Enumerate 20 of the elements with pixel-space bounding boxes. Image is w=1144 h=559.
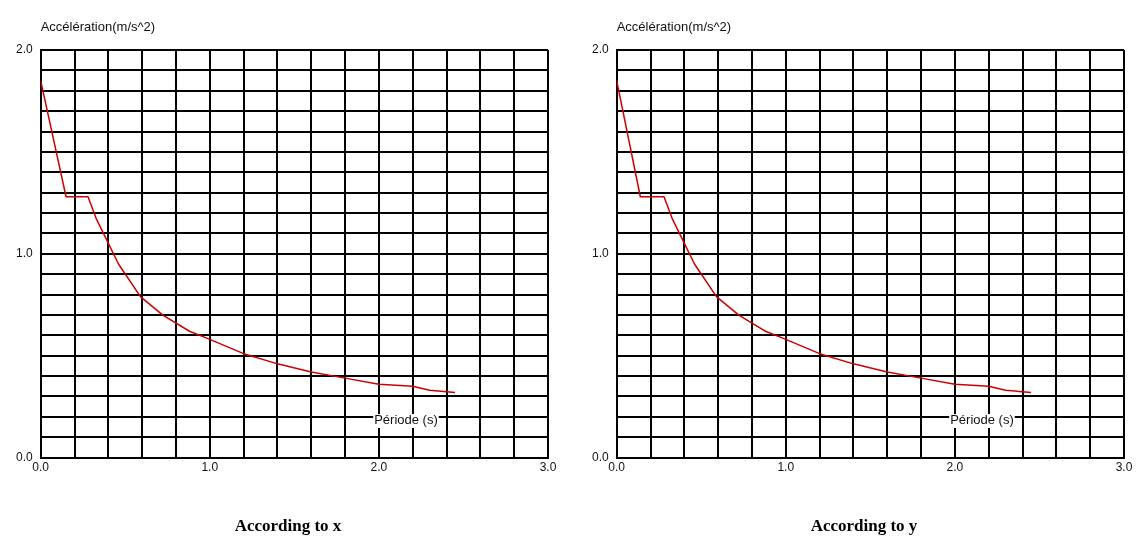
x-tick-label: 2.0 <box>370 460 388 475</box>
x-tick-label: 3.0 <box>539 460 557 475</box>
x-tick-label: 0.0 <box>608 460 626 475</box>
y-axis-title: Accélération(m/s^2) <box>616 19 732 35</box>
x-axis-title: Période (s) <box>374 412 438 428</box>
x-tick-label: 1.0 <box>201 460 219 475</box>
y-tick-label: 0.0 <box>15 449 33 464</box>
y-tick-label: 1.0 <box>591 246 609 261</box>
x-tick-label: 1.0 <box>777 460 795 475</box>
x-tick-label: 2.0 <box>946 460 964 475</box>
x-tick-label: 3.0 <box>1115 460 1133 475</box>
x-axis-title: Période (s) <box>950 412 1014 428</box>
y-tick-label: 1.0 <box>15 246 33 261</box>
text: According to y <box>809 516 919 536</box>
y-tick-label: 2.0 <box>15 42 33 57</box>
y-axis-title: Accélération(m/s^2) <box>40 19 156 35</box>
x-tick-label: 0.0 <box>32 460 50 475</box>
y-tick-label: 2.0 <box>591 42 609 57</box>
text: According to x <box>233 516 343 536</box>
y-tick-label: 0.0 <box>591 449 609 464</box>
